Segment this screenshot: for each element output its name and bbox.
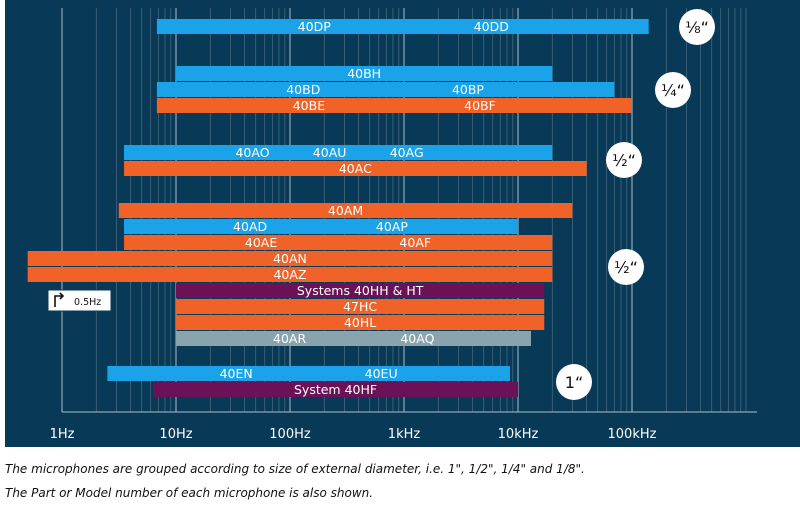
x-tick-label: 100Hz [269, 427, 311, 442]
x-tick-label: 10Hz [159, 427, 192, 442]
bar-label: 40BE [293, 98, 325, 113]
bar-label: 40AQ [400, 331, 434, 346]
bar-label: 40DD [474, 19, 509, 34]
bar-systems-40hh-ht [176, 283, 545, 298]
chart-panel: 1Hz 10Hz 100Hz 1kHz 10kHz 100kHz 40DP 40DD 40BH 4… [5, 0, 800, 447]
bar-label: 40AR [273, 331, 306, 346]
bar-label: 40AN [273, 251, 307, 266]
bar-label: 40EN [220, 366, 253, 381]
bar-label: 40AF [399, 235, 431, 250]
bar-40hl [176, 315, 545, 330]
bar-label: 40EU [365, 366, 398, 381]
group-badge-label: ⅛“ [685, 18, 709, 37]
bar-40az [27, 267, 553, 282]
bar-label: 40AP [376, 219, 408, 234]
group-badge-circle [606, 142, 642, 178]
x-tick-label: 10kHz [498, 427, 539, 442]
bar-40ac [124, 161, 587, 176]
bar-40dp-40dd [156, 19, 649, 34]
bar-label: 40AC [339, 161, 372, 176]
bar-label: 40AG [390, 145, 424, 160]
bar-label: 40BD [286, 82, 320, 97]
bar-label: 40AU [313, 145, 347, 160]
group-badge-circle [655, 72, 691, 108]
group-badge-circle [556, 364, 592, 400]
bar-label: 40AM [328, 203, 363, 218]
bar-40ae-40af [124, 235, 553, 250]
bar-40bd-40bp [156, 82, 615, 97]
bar-label: 40BF [464, 98, 496, 113]
bar-label: 40AD [233, 219, 267, 234]
bar-40ar-40aq [176, 331, 531, 346]
bar-label: 40DP [298, 19, 332, 34]
x-tick-label: 1kHz [388, 427, 421, 442]
bar-system-40hf [153, 382, 518, 397]
group-badge-label: ¼“ [661, 81, 685, 100]
group-badge-circle [679, 9, 715, 45]
annotation-box [47, 289, 112, 312]
bar-40an [27, 251, 553, 266]
bar-label: 40AE [245, 235, 277, 250]
group-badge-label: 1“ [565, 373, 583, 392]
corner-arrow-icon [54, 292, 65, 307]
bar-40am [118, 203, 573, 218]
bar-47hc [176, 299, 545, 314]
bar-label: 40HL [344, 315, 376, 330]
group-badge-circle [608, 249, 644, 285]
bar-label: 40AO [235, 145, 269, 160]
frequency-response-chart: 1Hz 10Hz 100Hz 1kHz 10kHz 100kHz 40DP 40DD 40BH 4… [27, 8, 757, 442]
bar-label: 40BH [347, 66, 381, 81]
bar-label: 40AZ [273, 267, 306, 282]
caption-line-2: The Part or Model number of each microph… [5, 486, 374, 500]
bar-label: System 40HF [294, 382, 377, 397]
bar-40bh [176, 66, 553, 81]
bar-40en-40eu [107, 366, 510, 381]
group-badge-label: ½“ [614, 258, 638, 277]
bar-label: Systems 40HH & HT [297, 283, 424, 298]
x-tick-label: 100kHz [608, 427, 657, 442]
group-badge-label: ½“ [612, 151, 636, 170]
bar-label: 40BP [452, 82, 484, 97]
bar-40be-40bf [156, 98, 633, 113]
bar-40ad-40ap [124, 219, 519, 234]
bar-40ao-40au-40ag [124, 145, 553, 160]
caption-line-1: The microphones are grouped according to… [5, 462, 585, 476]
annotation-label: 0.5Hz [74, 297, 101, 308]
bar-label: 47HC [343, 299, 377, 314]
x-tick-label: 1Hz [50, 427, 75, 442]
